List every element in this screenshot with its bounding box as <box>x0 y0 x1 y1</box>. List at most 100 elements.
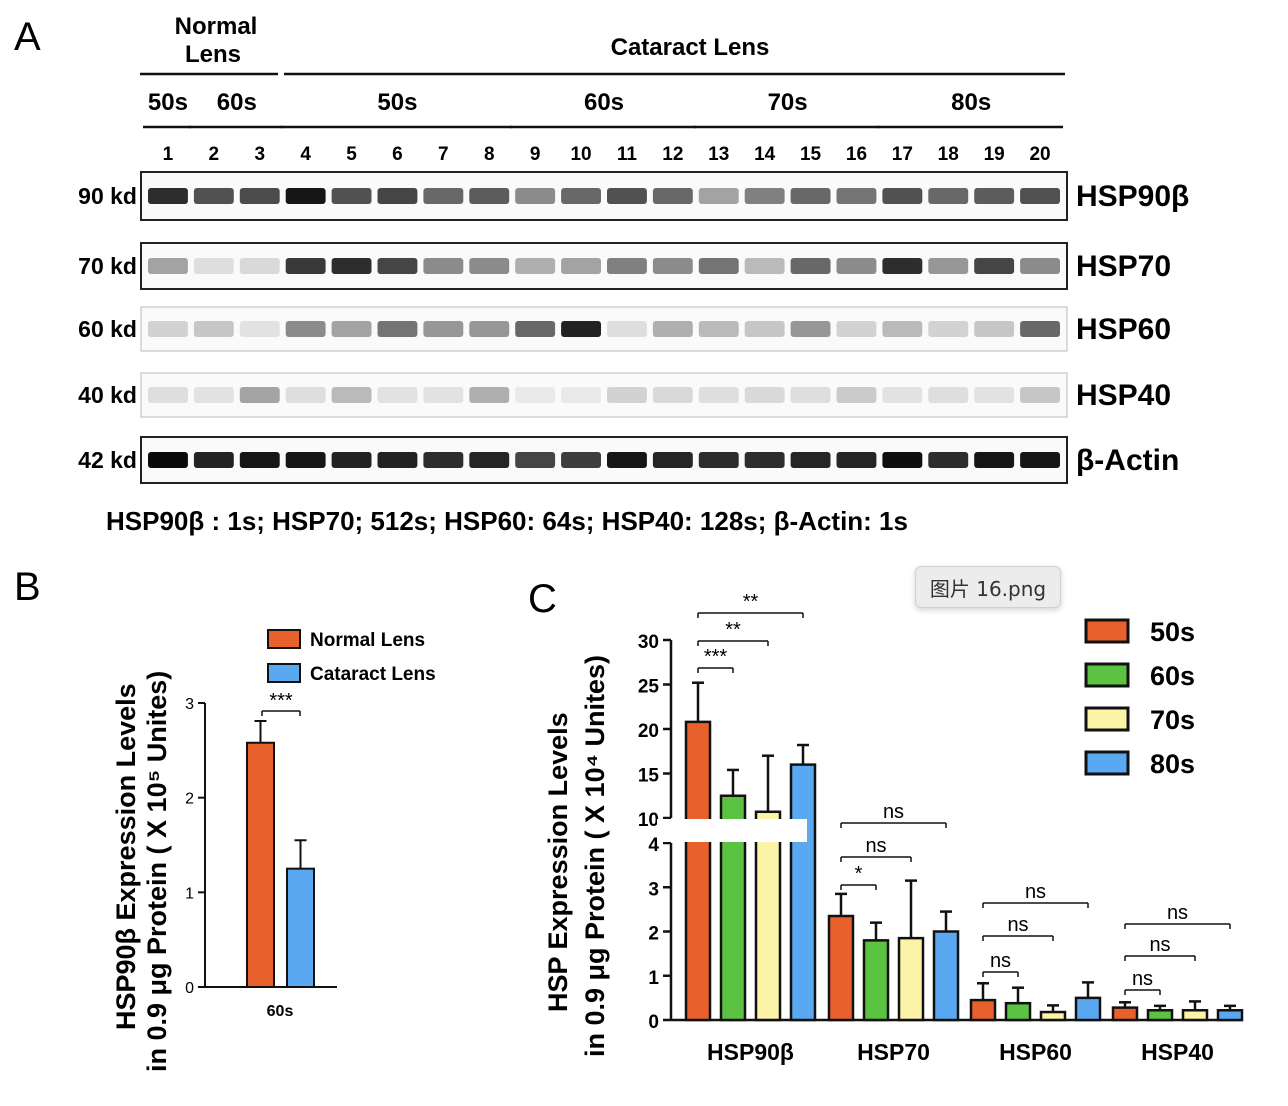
filename-tooltip: 图片 16.png <box>915 566 1061 608</box>
sig-label: *** <box>704 646 728 668</box>
legend-swatch <box>1084 662 1130 688</box>
lane-number: 16 <box>846 144 867 165</box>
lane-number: 19 <box>984 144 1005 165</box>
y-tick-label: 20 <box>638 721 659 742</box>
lane-number: 12 <box>662 144 683 165</box>
blot-band <box>607 258 647 274</box>
blot-band <box>928 387 969 403</box>
blot-band <box>148 452 188 468</box>
kd-label: 70 kd <box>78 253 137 279</box>
blot-band <box>652 188 693 204</box>
blot-band <box>882 258 923 274</box>
legend-swatch <box>267 663 301 683</box>
sig-label: ns <box>1149 934 1170 956</box>
blot-band <box>974 452 1015 468</box>
blot-band <box>974 188 1015 204</box>
lane-number: 7 <box>438 144 449 165</box>
lane-number: 9 <box>530 144 541 165</box>
y-tick-label: 3 <box>185 696 194 713</box>
blot-band <box>607 321 647 337</box>
blot-band <box>698 321 739 337</box>
blot-band <box>561 258 601 274</box>
protein-label: HSP70 <box>1076 250 1171 283</box>
blot-band <box>469 258 510 274</box>
blot-band <box>928 452 969 468</box>
blot-band <box>377 258 418 274</box>
kd-label: 90 kd <box>78 183 137 209</box>
lane-number: 8 <box>484 144 495 165</box>
lane-number: 1 <box>163 144 174 165</box>
blot-band <box>882 188 923 204</box>
blot-band <box>607 452 647 468</box>
blot-band <box>469 321 510 337</box>
blot-band <box>744 452 785 468</box>
blot-band <box>652 321 693 337</box>
blot-band <box>515 321 556 337</box>
axis-break-gap <box>657 819 807 842</box>
blot-band <box>148 387 188 403</box>
blot-band <box>744 321 785 337</box>
sig-label: ns <box>990 950 1011 972</box>
chart-b: 0 1 2 3 *** 60s Normal Lens Cataract Lens HSP90β… <box>111 629 436 1072</box>
blot-band <box>515 452 556 468</box>
y-tick-label: 25 <box>638 677 660 698</box>
kd-label: 40 kd <box>78 382 137 408</box>
legend-swatch <box>1084 618 1130 644</box>
y-tick-label: 1 <box>185 885 194 902</box>
blot-band <box>790 258 831 274</box>
blot-band <box>974 258 1015 274</box>
y-tick-label: 3 <box>648 879 659 900</box>
bar-80s <box>932 930 960 1022</box>
lane-number: 20 <box>1029 144 1050 165</box>
sig-label: * <box>855 863 863 885</box>
blot-band <box>928 258 969 274</box>
blot-row-frame <box>140 306 1068 352</box>
x-tick-label: HSP70 <box>857 1039 930 1065</box>
sig-label: ns <box>1132 968 1153 990</box>
blot-band <box>285 321 326 337</box>
blot-band <box>790 387 831 403</box>
age-header-0: 50s <box>148 89 188 116</box>
blot-band <box>469 452 510 468</box>
legend-label: 60s <box>1150 661 1195 691</box>
blot-band <box>836 321 877 337</box>
blot-band <box>652 258 693 274</box>
group-normal-label-line2: Lens <box>185 41 241 68</box>
y-tick-label: 4 <box>648 835 659 856</box>
panel-letter-c: C <box>528 577 557 621</box>
blot-row-frame <box>140 436 1068 484</box>
blot-band <box>423 387 464 403</box>
bar-70s <box>754 810 782 1022</box>
blot-band <box>698 188 739 204</box>
sig-label: ns <box>1167 902 1188 924</box>
blot-band <box>1020 387 1060 403</box>
blot-band <box>469 188 510 204</box>
y-tick-label: 2 <box>185 791 194 808</box>
blot-band <box>193 387 234 403</box>
blot-band <box>285 452 326 468</box>
blot-band <box>928 188 969 204</box>
legend-label: Cataract Lens <box>310 664 436 685</box>
blot-band <box>561 387 601 403</box>
blot-band <box>790 188 831 204</box>
protein-label: HSP40 <box>1076 379 1171 412</box>
blot-band <box>239 258 280 274</box>
lane-number: 5 <box>346 144 357 165</box>
group-cataract-label: Cataract Lens <box>611 34 770 61</box>
x-tick-label: 60s <box>267 1003 294 1020</box>
blot-band <box>744 387 785 403</box>
blot-band <box>377 321 418 337</box>
bar-cataract-lens <box>286 867 315 989</box>
blot-band <box>331 452 372 468</box>
age-header-4: 70s <box>768 89 808 116</box>
panel-letter-a: A <box>14 15 41 59</box>
blot-band <box>285 258 326 274</box>
y-tick-label: 0 <box>185 980 194 997</box>
lane-number: 17 <box>892 144 913 165</box>
sig-label: ** <box>725 619 741 641</box>
y-tick-label: 10 <box>638 810 659 831</box>
legend-swatch <box>1084 750 1130 776</box>
bar-60s <box>862 939 890 1022</box>
y-tick-label: 1 <box>648 968 659 989</box>
